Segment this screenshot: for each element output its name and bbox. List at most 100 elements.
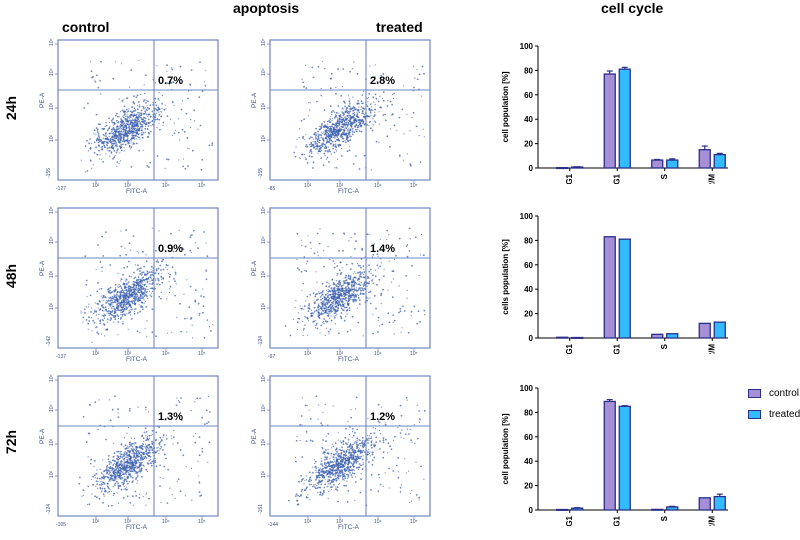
x-tick-label: 10³	[124, 351, 132, 357]
x-tick-label: subG1	[565, 173, 574, 184]
x-tick-label: subG1	[565, 343, 574, 354]
y-axis-label: PE-A	[251, 428, 258, 444]
row-label-48h: 48h	[3, 263, 20, 289]
quadrant-percent: 1.4%	[370, 243, 395, 255]
y-tick-label: 10²	[49, 302, 55, 310]
apoptosis-header: apoptosis	[233, 0, 300, 16]
y-tick-label: 60	[524, 261, 533, 270]
plot-frame	[269, 39, 431, 181]
y-axis-label: PE-A	[39, 92, 46, 108]
bar-control-S	[651, 159, 664, 169]
quadrant-percent: 2.8%	[370, 75, 395, 87]
bar-treated-subG1	[571, 336, 584, 339]
legend-item-treated: treated	[748, 409, 800, 420]
y-tick-label: 40	[524, 115, 533, 124]
y-tick-label: 10⁵	[49, 374, 55, 382]
y-tick-label: 10²	[261, 470, 267, 478]
x-tick-label: 10⁴	[374, 351, 382, 357]
y-tick-label: 10³	[49, 438, 55, 446]
y-min-label: -124	[258, 336, 264, 346]
y-tick-label: 20	[524, 310, 533, 319]
x-tick-label: 10⁴	[162, 519, 170, 525]
control-header: control	[62, 19, 110, 35]
x-min-label: -137	[56, 354, 66, 360]
scatter-points	[80, 59, 214, 173]
x-axis-label: FITC-A	[126, 188, 148, 195]
x-min-label: -97	[268, 354, 275, 360]
bar-treated-G0/G1	[618, 238, 631, 339]
bar-treated-S	[666, 506, 679, 511]
y-tick-label: 60	[524, 91, 533, 100]
x-tick-label: 10³	[124, 519, 132, 525]
x-tick-label: 10²	[304, 351, 312, 357]
y-tick-label: 80	[524, 408, 533, 417]
y-tick-label: 80	[524, 236, 533, 245]
bar-treated-G2/M	[713, 321, 726, 339]
flow-plot-48h-treated: 1.4% 10² 10³ 10⁴ 10⁵ -97 FITC-A 10² 10³ 10⁴ 10⁵ -12…	[251, 206, 431, 363]
y-tick-label: 10³	[261, 102, 267, 110]
bar-treated-G2/M	[713, 495, 726, 511]
y-tick-label: 60	[524, 433, 533, 442]
y-axis-label: PE-A	[251, 92, 258, 108]
y-axis-label: PE-A	[39, 428, 46, 444]
x-tick-label: G2/M	[707, 516, 716, 526]
x-tick-label: subG1	[565, 515, 574, 526]
bar-treated-G2/M	[713, 153, 726, 169]
bar-control-G2/M	[698, 497, 711, 511]
y-tick-label: 10³	[261, 438, 267, 446]
x-tick-label: 10⁵	[198, 519, 206, 525]
flow-plot-72h-treated: 1.2% 10² 10³ 10⁴ 10⁵ -144 FITC-A 10² 10³ 10⁴ 10⁵ -1…	[251, 374, 431, 531]
x-tick-label: 10³	[336, 183, 344, 189]
x-tick-label: 10²	[92, 183, 100, 189]
x-min-label: -127	[56, 186, 66, 192]
bar-treated-S	[666, 159, 679, 169]
y-min-label: -155	[46, 168, 52, 178]
x-tick-label: 10³	[336, 519, 344, 525]
x-tick-label: G0/G1	[612, 343, 621, 354]
y-min-label: -124	[46, 504, 52, 514]
quadrant-percent: 1.3%	[158, 411, 183, 423]
y-tick-label: 10⁵	[261, 206, 267, 214]
x-axis-label: FITC-A	[338, 524, 360, 531]
x-tick-label: 10⁴	[162, 183, 170, 189]
x-tick-label: 10²	[92, 519, 100, 525]
plot-frame	[57, 207, 219, 349]
x-min-label: -105	[56, 522, 66, 528]
y-tick-label: 40	[524, 285, 533, 294]
legend-label-control: control	[769, 388, 800, 399]
y-tick-label: 10⁵	[261, 38, 267, 46]
x-tick-label: 10²	[304, 519, 312, 525]
legend-label-treated: treated	[769, 409, 800, 420]
bar-treated-G0/G1	[618, 68, 631, 169]
y-tick-label: 10²	[49, 470, 55, 478]
bar-chart-48h: 0 20 40 60 80 100 cells population [%] subG1 G0/…	[501, 212, 728, 354]
bar-chart-24h: 0 20 40 60 80 100 cell population [%] subG1 G0/G…	[501, 42, 728, 184]
x-tick-label: G2/M	[707, 344, 716, 354]
x-axis-label: FITC-A	[126, 524, 148, 531]
x-axis-label: FITC-A	[338, 188, 360, 195]
bar-control-G0/G1	[603, 400, 616, 511]
bar-control-G0/G1	[603, 73, 616, 169]
bar-treated-S	[666, 333, 679, 339]
y-tick-label: 10⁴	[261, 236, 267, 244]
scatter-points	[284, 227, 426, 337]
x-tick-label: G0/G1	[612, 173, 621, 184]
y-axis-label: PE-A	[251, 260, 258, 276]
row-label-24h: 24h	[3, 95, 20, 121]
x-tick-label: 10⁵	[198, 351, 206, 357]
y-tick-label: 10³	[49, 102, 55, 110]
y-tick-label: 80	[524, 66, 533, 75]
x-tick-label: 10⁵	[410, 183, 418, 189]
bar-treated-G0/G1	[618, 405, 631, 511]
y-tick-label: 100	[520, 42, 534, 51]
plot-frame	[57, 375, 219, 517]
bar-control-subG1	[556, 336, 569, 339]
flow-plot-48h-control: 0.9% 10² 10³ 10⁴ 10⁵ -137 FITC-A 10² 10³ 10⁴ 10⁵ -1…	[39, 206, 219, 363]
y-axis-label: cells population [%]	[501, 239, 510, 315]
y-min-label: -155	[258, 168, 264, 178]
x-axis-label: FITC-A	[338, 356, 360, 363]
y-tick-label: 10⁴	[261, 68, 267, 76]
bar-control-G2/M	[698, 149, 711, 169]
bar-control-S	[651, 333, 664, 339]
scatter-points	[288, 395, 426, 507]
